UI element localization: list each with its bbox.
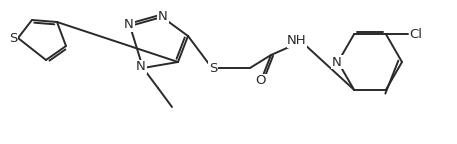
Text: S: S xyxy=(9,32,17,44)
Text: N: N xyxy=(124,18,134,32)
Text: N: N xyxy=(332,55,342,69)
Text: Cl: Cl xyxy=(409,28,423,41)
Text: N: N xyxy=(136,60,146,73)
Text: O: O xyxy=(256,74,266,88)
Text: NH: NH xyxy=(287,35,307,48)
Text: N: N xyxy=(158,10,168,22)
Text: S: S xyxy=(209,61,217,74)
